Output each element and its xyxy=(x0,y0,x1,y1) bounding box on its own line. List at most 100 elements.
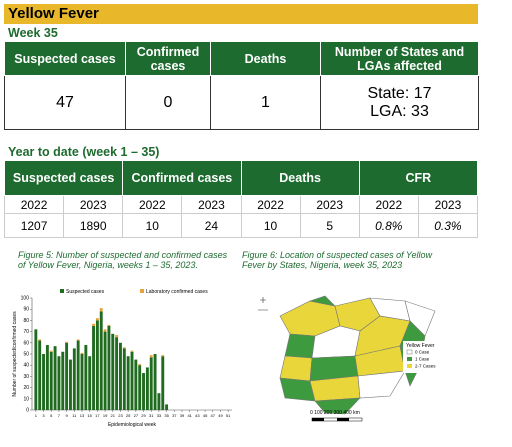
y-tick-label: 10 xyxy=(23,396,29,402)
x-tick-label: 33 xyxy=(157,413,162,418)
y-tick-label: 100 xyxy=(21,296,30,302)
section-title: Week 35 xyxy=(8,26,58,40)
header-cell: CFR xyxy=(358,160,479,196)
bar xyxy=(115,334,119,338)
cell: 1207 xyxy=(3,213,65,238)
cell: 0.3% xyxy=(417,213,479,238)
bar xyxy=(145,367,149,410)
cell: 1890 xyxy=(63,213,124,238)
bar xyxy=(45,345,49,410)
legend-swatch xyxy=(406,349,413,355)
state xyxy=(284,333,316,359)
state xyxy=(279,377,316,402)
cell: 10 xyxy=(240,213,301,238)
bar xyxy=(107,326,111,410)
x-tick-label: 1 xyxy=(35,413,38,418)
x-tick-label: 45 xyxy=(203,413,208,418)
x-tick-label: 29 xyxy=(141,413,146,418)
bar xyxy=(53,346,57,410)
x-tick-label: 41 xyxy=(187,413,192,418)
week-table: Suspected cases Confirmed cases Deaths N… xyxy=(4,41,479,130)
bar xyxy=(99,311,103,410)
cell: 0.8% xyxy=(358,213,419,238)
bar xyxy=(149,357,153,410)
cell-line: State: 17 xyxy=(367,84,432,102)
value-row: 1207 1890 10 24 10 5 0.8% 0.3% xyxy=(3,213,479,238)
bar xyxy=(122,347,126,349)
year-cell: 2023 xyxy=(417,195,479,214)
bar xyxy=(126,356,130,410)
legend-label: 2-7 Cases xyxy=(415,364,436,369)
bar xyxy=(111,333,115,410)
bar xyxy=(84,345,88,410)
x-tick-label: 35 xyxy=(164,413,169,418)
x-tick-label: 5 xyxy=(50,413,53,418)
y-tick-label: 20 xyxy=(23,385,29,391)
y-tick-label: 90 xyxy=(23,307,29,313)
bar xyxy=(49,350,53,352)
header-cell: Confirmed cases xyxy=(122,160,242,196)
x-tick-label: 39 xyxy=(180,413,185,418)
legend-swatch xyxy=(140,289,144,293)
legend-swatch xyxy=(407,364,412,368)
bar xyxy=(49,351,53,410)
year-cell: 2022 xyxy=(240,195,301,214)
bar xyxy=(119,342,122,410)
section-title: Year to date (week 1 – 35) xyxy=(8,145,160,159)
y-tick-label: 30 xyxy=(23,374,29,380)
bar xyxy=(69,359,72,410)
caption: Figure 6: Location of suspected cases of… xyxy=(242,250,432,270)
bar xyxy=(65,342,69,410)
bar xyxy=(95,318,99,321)
header-cell: Confirmed cases xyxy=(125,41,211,76)
x-tick-label: 17 xyxy=(95,413,100,418)
bar xyxy=(80,352,84,354)
ytd-table: Suspected cases Confirmed cases Deaths CFR 2… xyxy=(3,160,479,238)
x-tick-label: 49 xyxy=(218,413,223,418)
state xyxy=(308,295,336,307)
x-tick-label: 51 xyxy=(226,413,231,418)
header-row: Suspected cases Confirmed cases Deaths CFR xyxy=(3,160,479,196)
bar xyxy=(38,339,42,341)
year-cell: 2022 xyxy=(358,195,419,214)
bar xyxy=(57,356,61,410)
y-tick-label: 0 xyxy=(26,408,29,414)
bar xyxy=(115,337,119,410)
x-tick-label: 25 xyxy=(126,413,131,418)
year-cell: 2022 xyxy=(122,195,183,214)
cell-line: LGA: 33 xyxy=(370,102,429,120)
state xyxy=(279,355,313,382)
bar xyxy=(103,329,107,332)
legend-swatch xyxy=(60,289,64,293)
bar xyxy=(107,324,111,326)
bar xyxy=(161,356,165,410)
header-cell: Deaths xyxy=(240,160,360,196)
y-tick-label: 80 xyxy=(23,318,29,324)
bar xyxy=(157,393,161,410)
state xyxy=(314,397,361,415)
header-cell: Deaths xyxy=(210,41,321,76)
x-tick-label: 21 xyxy=(111,413,116,418)
bar xyxy=(130,350,134,352)
cell: 1 xyxy=(210,75,321,130)
bar xyxy=(72,348,76,410)
bar xyxy=(142,373,145,410)
cell: 0 xyxy=(125,75,211,130)
y-tick-label: 40 xyxy=(23,363,29,369)
year-cell: 2022 xyxy=(3,195,65,214)
bar xyxy=(149,355,153,358)
bar xyxy=(103,331,107,410)
bar xyxy=(80,354,84,410)
x-tick-label: 43 xyxy=(195,413,200,418)
x-tick-label: 11 xyxy=(72,413,77,418)
legend-label: Laboratory confirmed cases xyxy=(146,289,208,295)
bar xyxy=(34,329,38,410)
bar xyxy=(161,355,165,357)
x-tick-label: 31 xyxy=(149,413,154,418)
legend-label: 1 Case xyxy=(415,357,430,362)
x-tick-label: 13 xyxy=(80,413,85,418)
year-row: 2022 2023 2022 2023 2022 2023 2022 2023 xyxy=(3,195,479,214)
cell: State: 17 LGA: 33 xyxy=(320,75,479,130)
x-tick-label: 27 xyxy=(134,413,139,418)
